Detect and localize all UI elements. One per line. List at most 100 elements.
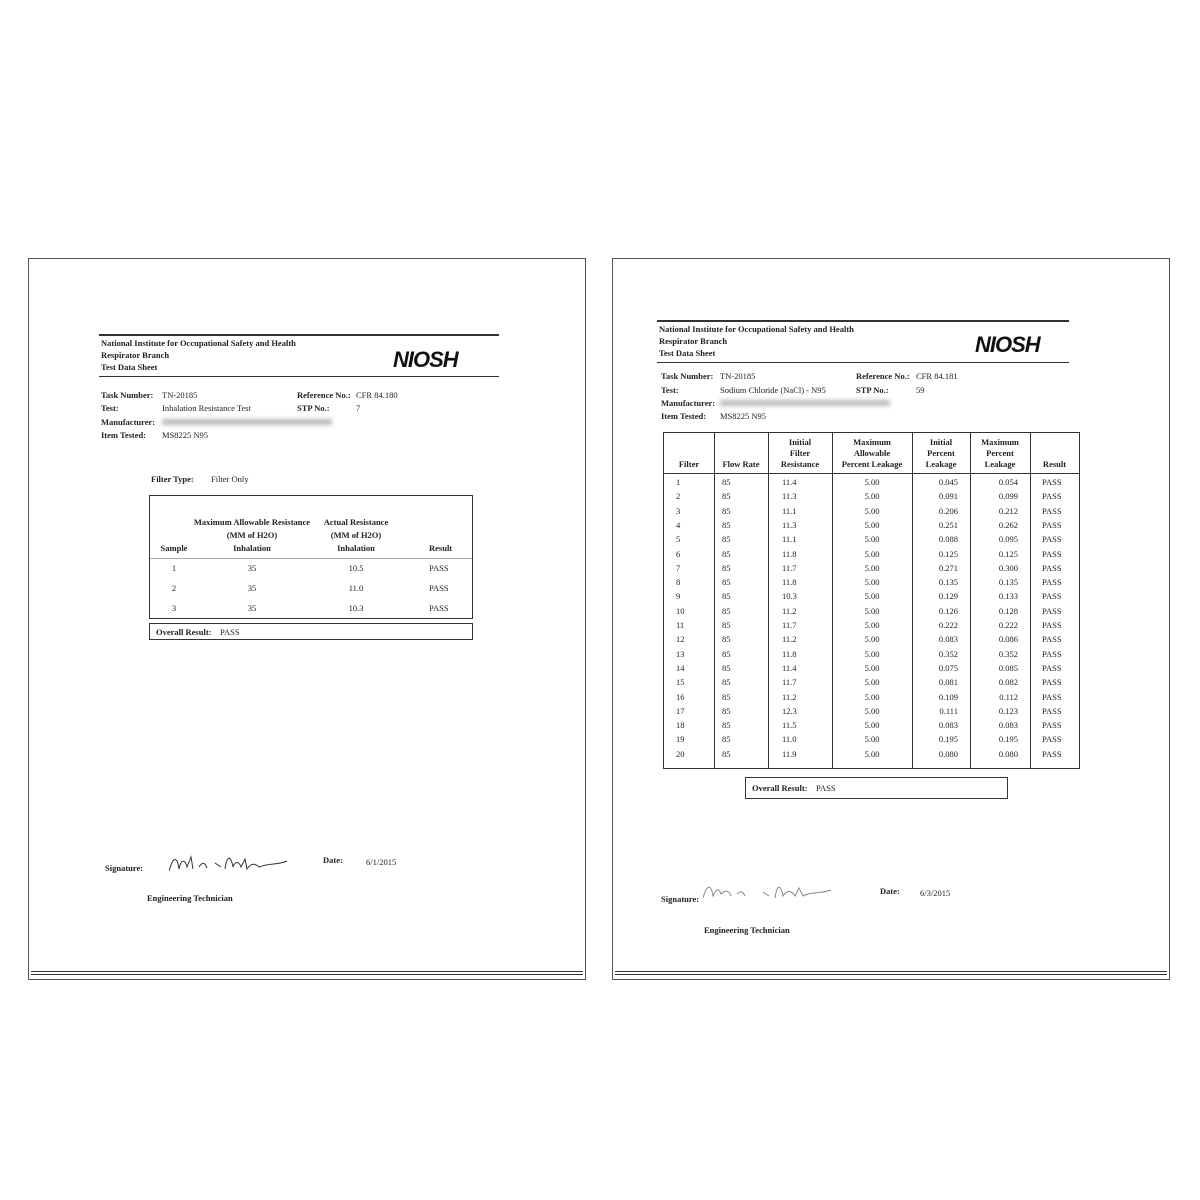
rule-line xyxy=(615,971,1167,972)
table-cell: 11.0 xyxy=(348,583,364,593)
table-cell: 0.300 xyxy=(998,562,1018,573)
table-cell: 85 xyxy=(722,748,731,759)
table-cell: 5.00 xyxy=(864,505,880,516)
field-label: Reference No.: xyxy=(297,390,351,400)
table-cell: 0.081 xyxy=(938,677,958,688)
table-cell: 5.00 xyxy=(864,691,880,702)
table-cell: 0.222 xyxy=(938,620,958,630)
table-cell: 0.125 xyxy=(938,548,958,559)
table-cell: PASS xyxy=(1042,705,1062,716)
table-cell: PASS xyxy=(1042,662,1062,673)
field-label: Manufacturer: xyxy=(661,398,716,408)
rule-line xyxy=(31,974,583,975)
table-cell: 85 xyxy=(722,591,731,602)
field-value: Inhalation Resistance Test xyxy=(162,403,251,413)
table-cell: 11.8 xyxy=(782,577,797,588)
overall-result-box: Overall Result: PASS xyxy=(149,623,473,640)
field-value: CFR 84.180 xyxy=(356,390,398,400)
field-label: Item Tested: xyxy=(661,411,707,421)
table-cell: 0.135 xyxy=(938,577,958,588)
table-cell: 5.00 xyxy=(864,491,880,502)
table-cell: 0.212 xyxy=(998,505,1018,516)
table-cell: 11 xyxy=(676,620,685,630)
table-cell: 11.2 xyxy=(782,605,797,616)
table-cell: 11.4 xyxy=(782,662,797,673)
table-cell: 4 xyxy=(676,519,681,530)
table-cell: 0.135 xyxy=(998,577,1018,588)
table-cell: 85 xyxy=(722,519,731,530)
field-value: TN-20185 xyxy=(162,390,198,400)
table-cell: 14 xyxy=(676,662,685,673)
field-value: Sodium Chloride (NaCl) - N95 xyxy=(720,385,826,395)
table-cell: 0.080 xyxy=(938,748,958,759)
rule-line xyxy=(657,320,1069,322)
table-cell: PASS xyxy=(1042,519,1062,530)
table-cell: 0.080 xyxy=(998,748,1018,759)
niosh-logo: NIOSH xyxy=(393,347,459,372)
rule-line xyxy=(150,558,472,559)
table-cell: 0.045 xyxy=(938,477,958,487)
table-cell: 10.3 xyxy=(348,603,364,613)
field-value: 59 xyxy=(916,385,925,395)
table-cell: 5.00 xyxy=(864,562,880,573)
table-cell: 11.7 xyxy=(782,677,797,688)
table-cell: 85 xyxy=(722,491,731,502)
field-value: MS8225 N95 xyxy=(720,411,767,421)
table-cell: 11.0 xyxy=(782,734,797,745)
table-cell: 0.352 xyxy=(998,648,1018,659)
table-cell: 3 xyxy=(171,603,177,613)
table-cell: PASS xyxy=(429,603,449,613)
redacted-value xyxy=(162,419,332,425)
table-cell: 85 xyxy=(722,705,731,716)
table-cell: 85 xyxy=(722,620,731,630)
table-cell: 85 xyxy=(722,477,731,487)
table-cell: 10.5 xyxy=(348,563,364,573)
column-header: Maximum xyxy=(853,437,891,447)
overall-result-value: PASS xyxy=(220,626,240,637)
header-line: Respirator Branch xyxy=(659,336,728,346)
column-header: Percent Leakage xyxy=(841,459,903,469)
table-cell: 5.00 xyxy=(864,605,880,616)
column-header: Result xyxy=(1042,459,1067,469)
table-cell: 12 xyxy=(676,634,685,645)
table-cell: 5.00 xyxy=(864,748,880,759)
data-sheet-page: National Institute for Occupational Safe… xyxy=(28,258,586,980)
table-cell: 5.00 xyxy=(864,734,880,745)
table-cell: 0.109 xyxy=(938,691,958,702)
table-cell: 0.083 xyxy=(998,720,1018,731)
table-cell: PASS xyxy=(1042,548,1062,559)
table-cell: 85 xyxy=(722,548,731,559)
table-cell: 17 xyxy=(676,705,685,716)
table-cell: 15 xyxy=(676,677,685,688)
table-cell: 7 xyxy=(676,562,681,573)
table-cell: 0.099 xyxy=(998,491,1018,502)
column-header: Maximum Allowable Resistance xyxy=(193,517,311,527)
table-cell: 0.083 xyxy=(938,634,958,645)
table-cell: 0.352 xyxy=(938,648,958,659)
header-line: National Institute for Occupational Safe… xyxy=(101,338,296,348)
results-table: Sample Maximum Allowable Resistance (MM of… xyxy=(149,495,473,619)
table-cell: 6 xyxy=(676,548,681,559)
field-label: Reference No.: xyxy=(856,371,910,381)
table-cell: 85 xyxy=(722,648,731,659)
table-cell: 3 xyxy=(676,505,681,516)
signature-title: Engineering Technician xyxy=(704,925,790,935)
field-label: Task Number: xyxy=(661,371,714,381)
table-cell: PASS xyxy=(1042,648,1062,659)
field-value: CFR 84.181 xyxy=(916,371,958,381)
column-header: Percent xyxy=(986,448,1014,458)
date-label: Date: xyxy=(323,855,343,865)
column-header: Maximum xyxy=(981,437,1019,447)
table-cell: 0.251 xyxy=(938,519,958,530)
table-cell: 11.2 xyxy=(782,634,797,645)
signature-scribble xyxy=(703,886,832,899)
header-line: National Institute for Occupational Safe… xyxy=(659,324,854,334)
rule-line xyxy=(99,334,499,336)
table-cell: 5.00 xyxy=(864,720,880,731)
table-cell: 0.095 xyxy=(998,534,1018,545)
table-cell: 0.054 xyxy=(998,477,1018,487)
date-value: 6/3/2015 xyxy=(920,888,951,898)
table-cell: 2 xyxy=(171,583,177,593)
column-header: Sample xyxy=(160,543,188,553)
table-cell: 0.133 xyxy=(998,591,1018,602)
